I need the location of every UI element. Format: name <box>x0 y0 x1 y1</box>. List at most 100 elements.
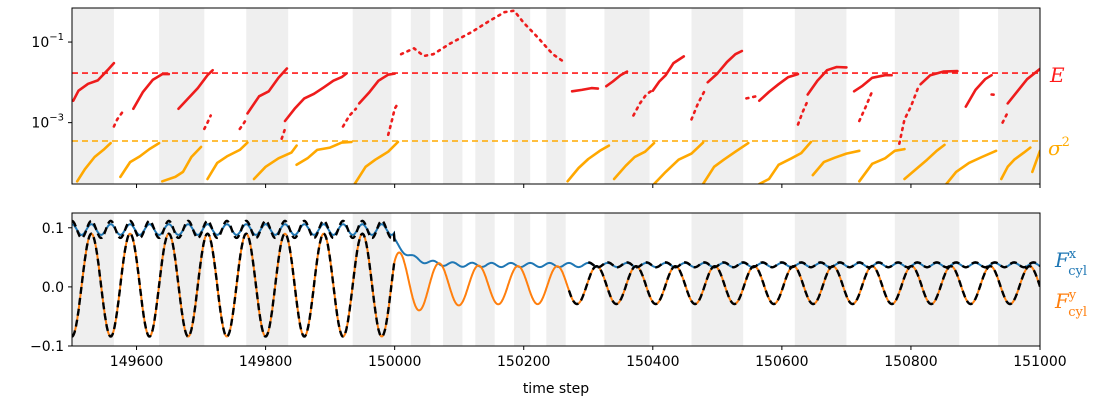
y-tick-label: 10−3 <box>31 113 64 132</box>
series-segment <box>283 72 348 123</box>
y-tick-exponent: −3 <box>49 113 64 124</box>
series-segment <box>903 143 946 181</box>
shaded-interval <box>246 8 289 184</box>
series-segment <box>605 70 629 88</box>
series-segment <box>1006 67 1040 105</box>
bottom-y-ticks: 0.1 0.0 −0.1 <box>30 221 72 355</box>
series-segment <box>399 9 567 65</box>
shaded-interval <box>691 8 744 184</box>
x-tick-label: 151000 <box>1013 354 1066 370</box>
series-segment <box>280 127 287 140</box>
y-tick-label: −0.1 <box>30 339 64 355</box>
series-segment <box>852 73 893 93</box>
series-segment <box>612 141 656 181</box>
series-segment <box>811 149 861 177</box>
bottom-x-ticks: 149600 149800 150000 150200 150400 150600 1508… <box>110 346 1067 370</box>
legend-Fy-sub: cyl <box>1068 305 1087 320</box>
series-segment <box>858 147 906 183</box>
series-line-reference <box>72 219 396 245</box>
series-segment <box>945 149 998 184</box>
y-tick-label: 0.0 <box>42 280 64 296</box>
y-tick-exponent: −1 <box>49 32 64 43</box>
legend-label-E: E <box>1049 63 1065 87</box>
shaded-interval <box>410 8 431 184</box>
series-segment <box>566 144 611 183</box>
shaded-interval <box>410 213 431 346</box>
series-segment <box>806 65 848 96</box>
x-tick-label: 149600 <box>110 354 163 370</box>
shaded-interval <box>998 213 1040 346</box>
series-segment <box>964 73 993 108</box>
y-tick-base: 10 <box>31 116 49 132</box>
bottom-panel: 0.1 0.0 −0.1 149600 149800 150000 150200 15040… <box>30 212 1087 397</box>
bottom-axes-frame <box>71 212 1041 347</box>
series-segment <box>246 67 289 115</box>
legend-label-sigma2: σ2 <box>1048 135 1070 160</box>
series-segment <box>796 99 809 126</box>
top-shaded-intervals <box>72 8 1040 184</box>
series-segment <box>1001 111 1009 124</box>
shaded-interval <box>514 8 531 184</box>
shaded-interval <box>894 8 960 184</box>
series-segment <box>119 141 161 179</box>
series-line-reference <box>588 261 1040 269</box>
top-threshold-lines <box>72 72 1040 142</box>
series-segment <box>632 88 655 117</box>
shaded-interval <box>604 8 650 184</box>
series-segment <box>858 90 874 123</box>
series-segment <box>652 141 705 184</box>
x-tick-label: 150400 <box>626 354 679 370</box>
shaded-interval <box>72 8 114 184</box>
series-segment <box>203 114 212 131</box>
shaded-interval <box>514 213 531 346</box>
x-axis-title: time step <box>523 381 589 397</box>
top-axes-frame <box>71 7 1041 185</box>
series-segment <box>745 95 758 100</box>
shaded-interval <box>352 8 392 184</box>
top-series <box>72 9 1040 184</box>
shaded-interval <box>159 8 205 184</box>
series-segment <box>353 140 400 184</box>
series-segment <box>357 72 396 105</box>
series-segment <box>238 118 248 131</box>
legend-Fy-base: F <box>1054 289 1070 313</box>
series-line-reference <box>72 232 396 338</box>
series-segment <box>295 140 353 167</box>
shaded-interval <box>475 213 495 346</box>
series-segment <box>177 68 214 111</box>
series-segment <box>112 109 125 128</box>
series-segment <box>132 72 171 111</box>
shaded-interval <box>691 213 744 346</box>
series-segment <box>651 55 686 92</box>
top-y-ticks: 10 −1 10−3 <box>31 32 72 132</box>
legend-Fy-sup: y <box>1068 288 1077 303</box>
shaded-interval <box>546 213 566 346</box>
series-segment <box>701 141 750 184</box>
series-segment <box>1031 149 1040 174</box>
legend-label-Fx: Fx cyl <box>1054 247 1087 279</box>
series-segment <box>706 49 744 84</box>
top-x-ticks <box>136 184 1041 188</box>
series-segment <box>252 144 298 181</box>
shaded-interval <box>475 8 495 184</box>
series-segment <box>570 86 600 93</box>
bottom-series <box>72 219 1040 338</box>
legend-Fx-base: F <box>1054 248 1070 272</box>
series-segment <box>758 72 800 102</box>
legend-E-text: E <box>1049 63 1065 87</box>
series-segment <box>898 84 920 145</box>
x-tick-label: 150200 <box>497 354 550 370</box>
x-tick-label: 150000 <box>368 354 421 370</box>
x-tick-label: 150600 <box>755 354 808 370</box>
series-segment <box>690 90 706 121</box>
top-panel: 10 −1 10−3 E σ2 <box>31 7 1070 188</box>
series-segment <box>72 61 116 102</box>
shaded-interval <box>794 8 847 184</box>
series-segment <box>75 141 112 183</box>
legend-sigma-sup: 2 <box>1062 135 1070 150</box>
y-tick-label: 0.1 <box>42 221 64 237</box>
series-segment <box>919 69 959 86</box>
series-segment <box>386 102 400 137</box>
series-segment <box>1000 146 1032 181</box>
